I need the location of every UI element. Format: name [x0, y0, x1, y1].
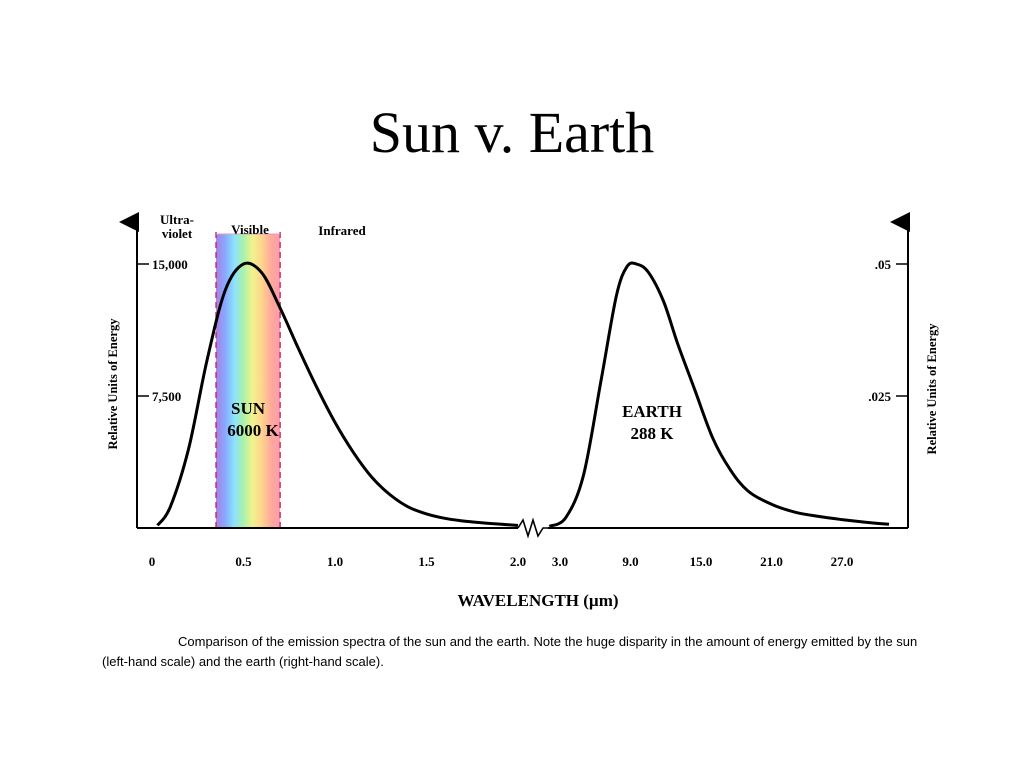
- earth-emission-curve: [548, 261, 890, 528]
- earth-temperature-label: 288 K: [631, 424, 675, 443]
- y-tick-label-right-1: .05: [875, 257, 892, 272]
- x-tick-label-earth-4: 27.0: [831, 554, 854, 569]
- band-label-infrared: Infrared: [318, 223, 366, 238]
- x-axis-title: WAVELENGTH (µm): [457, 591, 618, 610]
- y-axis-title-right: Relative Units of Energy: [925, 323, 939, 455]
- chart-layer: Ultra-violet Visible Infrared 7,500 15,000 .0…: [106, 212, 939, 610]
- x-tick-label-sun-1: 0.5: [235, 554, 252, 569]
- x-tick-label-earth-0: 3.0: [552, 554, 568, 569]
- y-tick-label-right-0: .025: [868, 389, 891, 404]
- y-axis-title-left: Relative Units of Energy: [106, 318, 120, 450]
- slide-title: Sun v. Earth: [369, 100, 655, 165]
- x-tick-label-earth-1: 9.0: [622, 554, 638, 569]
- band-label-ultraviolet-1: Ultra-: [160, 212, 194, 227]
- x-tick-label-earth-2: 15.0: [690, 554, 713, 569]
- figure-caption: Comparison of the emission spectra of th…: [102, 634, 918, 669]
- sun-label: SUN: [231, 399, 266, 418]
- earth-label: EARTH: [622, 402, 682, 421]
- y-tick-label-left-1: 15,000: [152, 257, 188, 272]
- y-tick-label-left-0: 7,500: [152, 389, 181, 404]
- band-label-ultraviolet-2: violet: [162, 226, 193, 241]
- sun-emission-curve: [156, 261, 519, 527]
- x-tick-label-sun-2: 1.0: [327, 554, 343, 569]
- x-tick-label-sun-0: 0: [149, 554, 156, 569]
- x-tick-label-sun-3: 1.5: [418, 554, 435, 569]
- x-axis-break: [517, 517, 548, 539]
- sun-temperature-label: 6000 K: [227, 421, 279, 440]
- x-tick-label-sun-4: 2.0: [510, 554, 526, 569]
- visible-band: [216, 234, 281, 528]
- band-label-visible: Visible: [231, 222, 269, 237]
- x-tick-label-earth-3: 21.0: [760, 554, 783, 569]
